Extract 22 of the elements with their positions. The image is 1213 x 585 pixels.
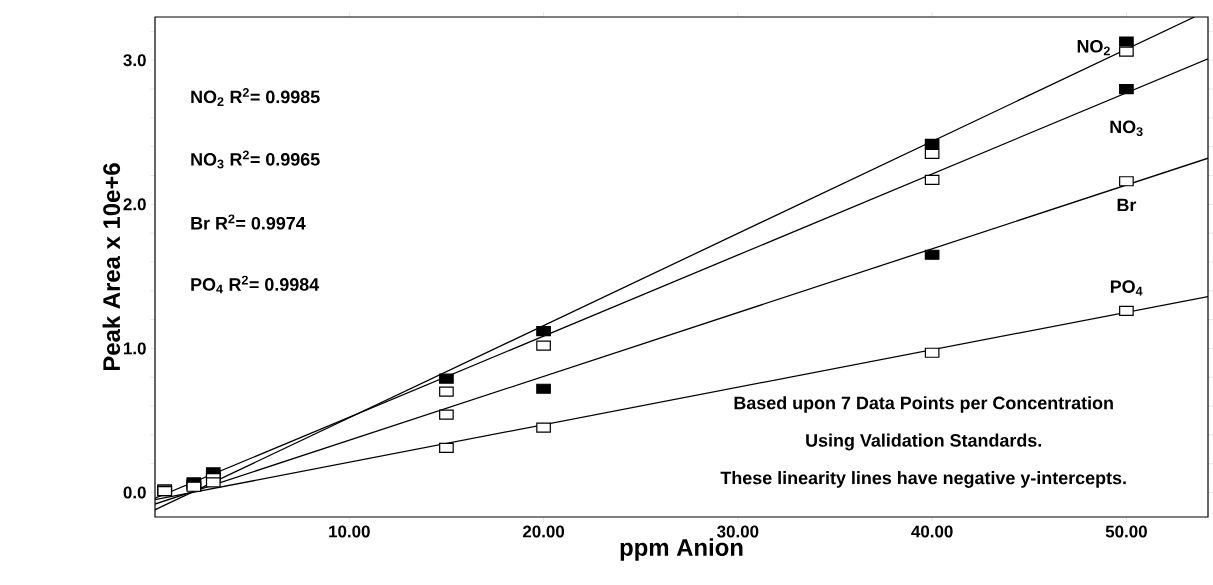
- annotation: Using Validation Standards.: [806, 433, 1042, 451]
- x-tick-label: 50.00: [1105, 525, 1147, 538]
- x-tick-label: 30.00: [717, 525, 759, 538]
- series-label: NO$_{2}$: [1077, 39, 1110, 56]
- x-tick-label: 10.00: [329, 525, 370, 538]
- annotation: Br R$^{2}$= 0.9974: [191, 214, 306, 230]
- series-label: PO$_{4}$: [1110, 280, 1143, 296]
- x-tick-label: 40.00: [911, 525, 953, 538]
- annotation: NO$_{3}$ R$^{2}$= 0.9965: [191, 150, 320, 169]
- annotation: Based upon 7 Data Points per Concentration: [734, 396, 1113, 413]
- x-axis-title: ppm Anion: [620, 538, 743, 561]
- y-axis-title: Peak Area x 10e+6: [102, 163, 121, 371]
- annotation: PO$_{4}$ R$^{2}$= 0.9984: [191, 275, 320, 294]
- x-tick-label: 20.00: [522, 525, 565, 538]
- series-label: Br: [1117, 198, 1137, 212]
- y-tick-label: 3.0: [123, 54, 146, 67]
- annotation: NO$_{2}$ R$^{2}$= 0.9985: [191, 88, 320, 106]
- annotation: These linearity lines have negative y-intercepts.: [720, 471, 1126, 488]
- y-tick-label: 0.0: [123, 486, 146, 499]
- series-label: NO$_{3}$: [1110, 120, 1143, 137]
- y-tick-label: 2.0: [123, 198, 146, 211]
- y-tick-label: 1.0: [124, 342, 146, 355]
